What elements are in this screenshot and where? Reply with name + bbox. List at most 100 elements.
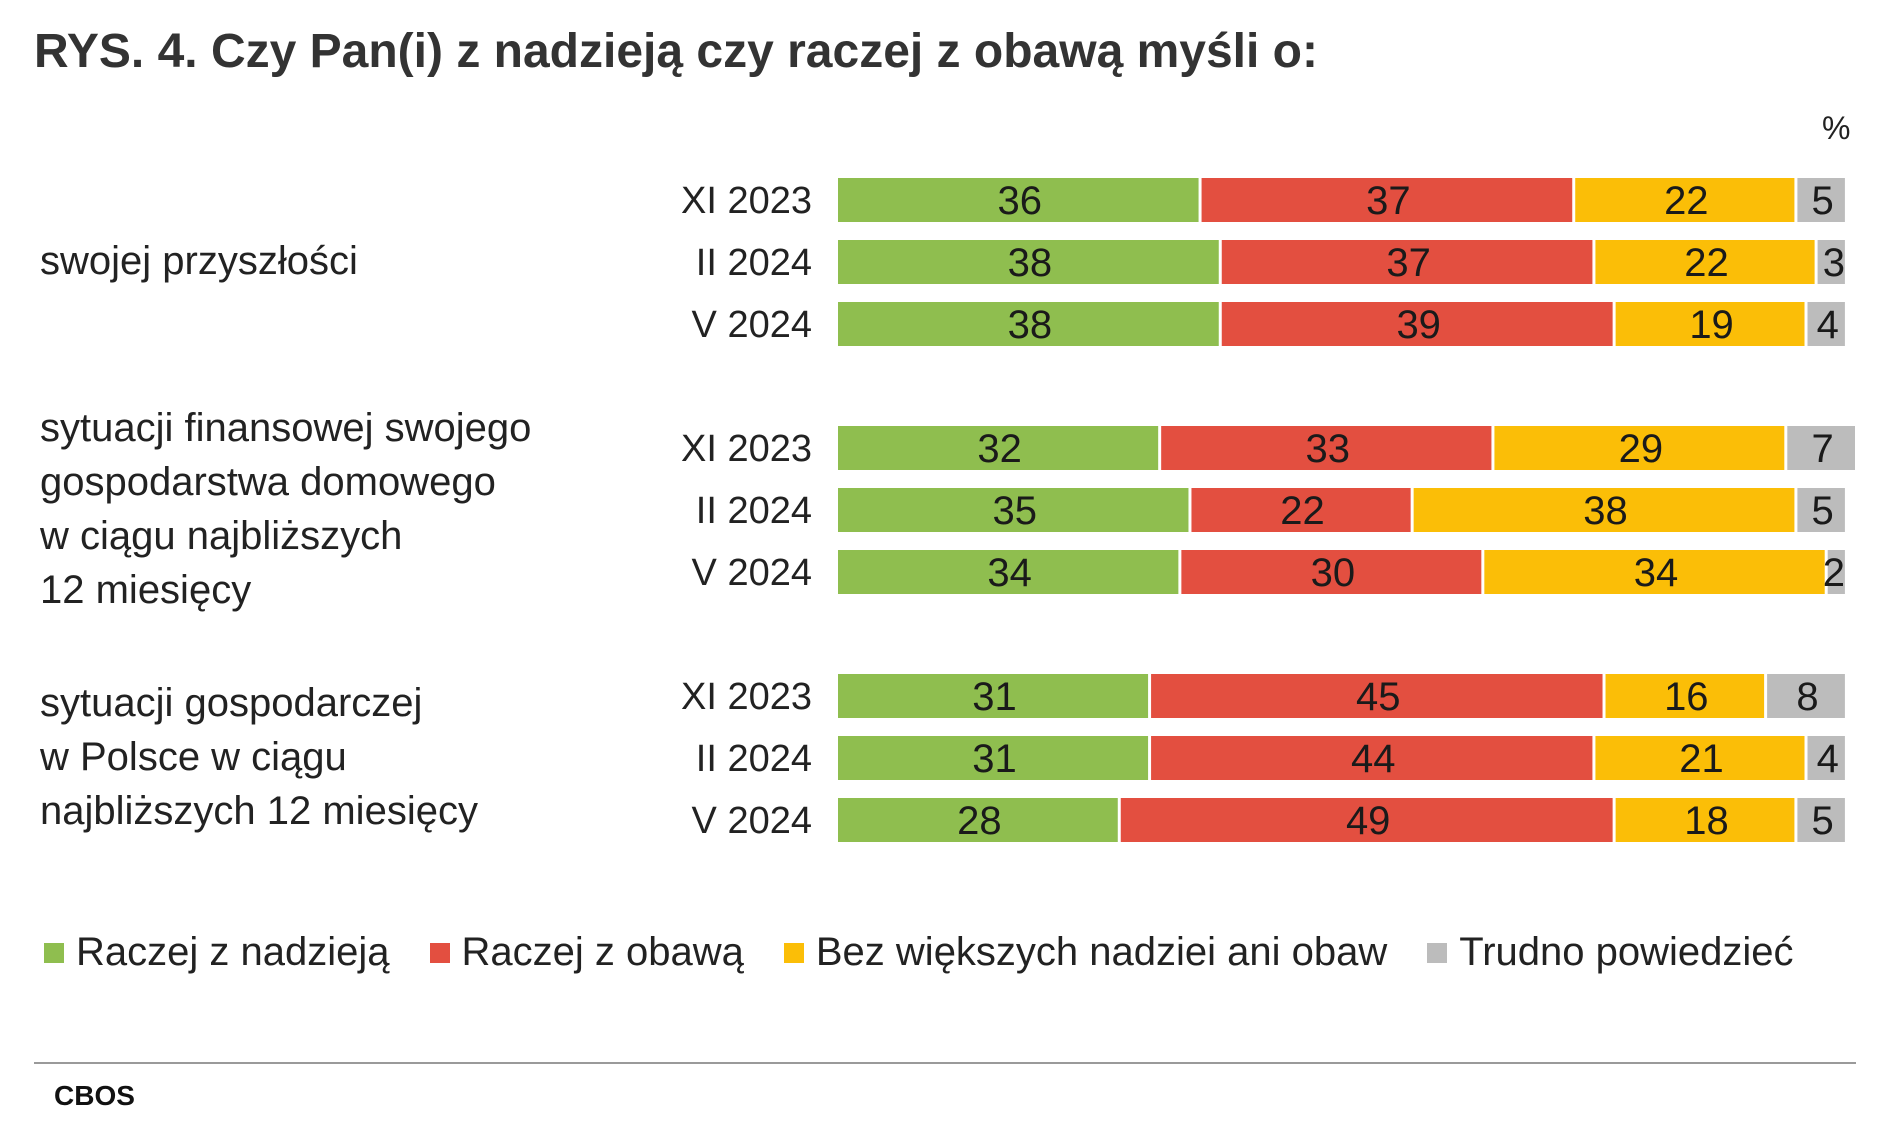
period-label: II 2024 — [696, 490, 812, 532]
footer-divider — [34, 1062, 1856, 1064]
category-label: gospodarstwa domowego — [40, 460, 496, 504]
legend-item: Bez większych nadziei ani obaw — [783, 930, 1388, 975]
data-label: 38 — [1583, 489, 1628, 533]
bar-segment — [1221, 240, 1593, 284]
category-label: sytuacji gospodarczej — [40, 681, 422, 725]
data-label: 45 — [1356, 675, 1401, 719]
bar-segment — [838, 178, 1199, 222]
bar-segment — [838, 240, 1219, 284]
bar-segment — [1413, 488, 1795, 532]
data-label: 32 — [977, 427, 1022, 471]
legend-swatch — [1427, 942, 1448, 963]
period-label: XI 2023 — [681, 428, 812, 470]
legend-label: Trudno powiedzieć — [1459, 930, 1794, 974]
bar-segment — [1797, 488, 1845, 532]
period-label: V 2024 — [692, 552, 812, 594]
legend-item: Trudno powiedzieć — [1427, 930, 1794, 975]
period-label: V 2024 — [692, 800, 812, 842]
data-label: 36 — [998, 179, 1043, 223]
data-label: 8 — [1796, 675, 1818, 719]
data-label: 22 — [1664, 179, 1709, 223]
data-label: 34 — [987, 551, 1032, 595]
bar-segment — [1201, 178, 1573, 222]
data-label: 5 — [1812, 799, 1834, 843]
data-label: 2 — [1823, 551, 1845, 595]
data-label: 49 — [1346, 799, 1391, 843]
data-label: 18 — [1684, 799, 1729, 843]
data-label: 3 — [1823, 241, 1845, 285]
category-label: najbliższych 12 miesięcy — [40, 789, 478, 833]
bar-segment — [1151, 674, 1603, 718]
category-label: w ciągu najbliższych — [39, 514, 402, 558]
legend-item: Raczej z nadzieją — [44, 930, 390, 975]
period-label: XI 2023 — [681, 180, 812, 222]
bar-segment — [838, 550, 1179, 594]
category-label: swojej przyszłości — [40, 239, 358, 283]
data-label: 19 — [1689, 303, 1734, 347]
legend-item: Raczej z obawą — [429, 930, 744, 975]
data-label: 34 — [1634, 551, 1679, 595]
data-label: 22 — [1280, 489, 1325, 533]
bar-segment — [1615, 798, 1795, 842]
data-label: 38 — [1008, 241, 1053, 285]
bar-segment — [1797, 798, 1845, 842]
category-label: sytuacji finansowej swojego — [40, 406, 531, 450]
bar-segment — [1595, 736, 1805, 780]
legend-label: Raczej z nadzieją — [76, 930, 390, 974]
unit-label: % — [1822, 110, 1851, 146]
data-label: 22 — [1684, 241, 1729, 285]
bar-segment — [1787, 426, 1855, 470]
data-label: 35 — [992, 489, 1037, 533]
bar-segment — [1575, 178, 1795, 222]
bar-segment — [838, 674, 1149, 718]
bar-segment — [1494, 426, 1785, 470]
data-label: 5 — [1812, 179, 1834, 223]
data-label: 5 — [1812, 489, 1834, 533]
legend-swatch — [783, 942, 804, 963]
bar-segment — [838, 302, 1219, 346]
data-label: 37 — [1366, 179, 1411, 223]
data-label: 33 — [1306, 427, 1351, 471]
data-label: 31 — [972, 675, 1017, 719]
data-label: 4 — [1817, 737, 1839, 781]
bar-segment — [1595, 240, 1815, 284]
data-label: 16 — [1664, 675, 1709, 719]
data-label: 38 — [1008, 303, 1053, 347]
bar-segment — [1615, 302, 1805, 346]
bar-segment — [838, 426, 1159, 470]
legend-label: Bez większych nadziei ani obaw — [815, 930, 1388, 974]
bar-segment — [1767, 674, 1845, 718]
data-label: 28 — [957, 799, 1002, 843]
period-label: II 2024 — [696, 738, 812, 780]
data-label: 39 — [1396, 303, 1441, 347]
bar-segment — [1221, 302, 1613, 346]
period-label: V 2024 — [692, 304, 812, 346]
category-label: 12 miesięcy — [40, 568, 251, 612]
bar-segment — [1807, 302, 1845, 346]
bar-segment — [838, 488, 1189, 532]
bar-segment — [1807, 736, 1845, 780]
bar-segment — [1161, 426, 1492, 470]
category-label: w Polsce w ciągu — [39, 735, 347, 779]
chart-title: RYS. 4. Czy Pan(i) z nadzieją czy raczej… — [34, 25, 1318, 78]
bar-segment — [1605, 674, 1765, 718]
legend: Raczej z nadzieją Raczej z obawą Bez więks… — [44, 930, 1794, 975]
data-label: 37 — [1386, 241, 1431, 285]
bar-segment — [1817, 240, 1845, 284]
data-label: 21 — [1679, 737, 1724, 781]
bar-segment — [838, 798, 1118, 842]
source-label: CBOS — [54, 1080, 135, 1111]
bar-segment — [1191, 488, 1411, 532]
period-label: XI 2023 — [681, 676, 812, 718]
data-label: 4 — [1817, 303, 1839, 347]
data-label: 31 — [972, 737, 1017, 781]
stacked-bar-chart: swojej przyszłości XI 2023 36 37 22 5 II 2024 3… — [39, 178, 1855, 843]
bar-segment — [1151, 736, 1593, 780]
period-label: II 2024 — [696, 242, 812, 284]
bar-segment — [1120, 798, 1613, 842]
data-label: 29 — [1619, 427, 1664, 471]
bar-segment — [1797, 178, 1845, 222]
data-label: 44 — [1351, 737, 1396, 781]
legend-label: Raczej z obawą — [461, 930, 744, 974]
bar-segment — [1827, 550, 1845, 594]
